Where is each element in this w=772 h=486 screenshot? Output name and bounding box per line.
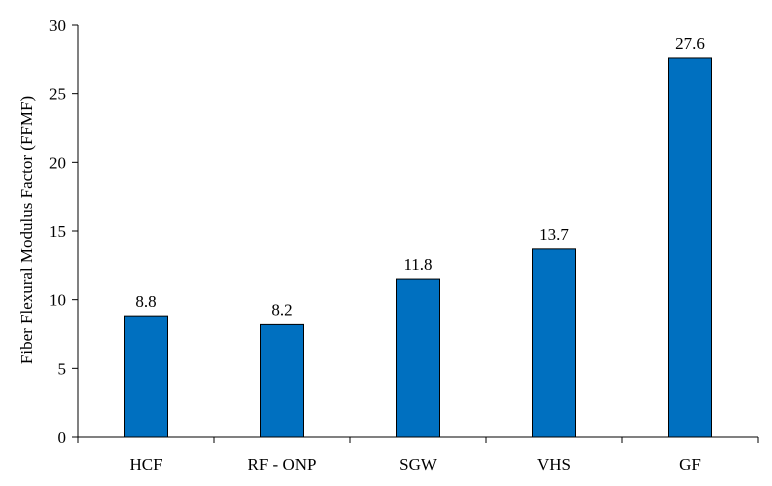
x-category-label: SGW xyxy=(399,455,438,474)
y-axis-title: Fiber Flexural Modulus Factor (FFMF) xyxy=(17,96,36,364)
bar-sgw xyxy=(396,278,440,438)
bar-hcf xyxy=(124,315,168,438)
data-label: 8.8 xyxy=(135,292,156,311)
data-labels: 8.8 8.2 11.8 13.7 27.6 xyxy=(135,34,705,319)
x-category-label: HCF xyxy=(129,455,162,474)
data-label: 13.7 xyxy=(539,225,569,244)
data-label: 27.6 xyxy=(675,34,705,53)
y-tick-label: 15 xyxy=(49,222,66,241)
bar-vhs xyxy=(532,248,576,438)
y-tick-label: 20 xyxy=(49,153,66,172)
x-ticks: HCF RF - ONP SGW VHS GF xyxy=(77,437,759,474)
data-label: 11.8 xyxy=(403,255,432,274)
x-category-label: GF xyxy=(679,455,701,474)
y-tick-label: 5 xyxy=(58,359,67,378)
y-tick-label: 30 xyxy=(49,16,66,35)
x-category-label: RF - ONP xyxy=(248,455,317,474)
bar-rf-onp xyxy=(260,323,304,438)
data-label: 8.2 xyxy=(271,300,292,319)
x-category-label: VHS xyxy=(537,455,571,474)
bars-layer xyxy=(124,57,712,438)
bar-gf xyxy=(668,57,712,438)
y-tick-label: 0 xyxy=(58,428,67,447)
y-tick-label: 25 xyxy=(49,85,66,104)
y-tick-label: 10 xyxy=(49,291,66,310)
y-ticks: 0 5 10 15 20 25 30 xyxy=(49,16,78,447)
